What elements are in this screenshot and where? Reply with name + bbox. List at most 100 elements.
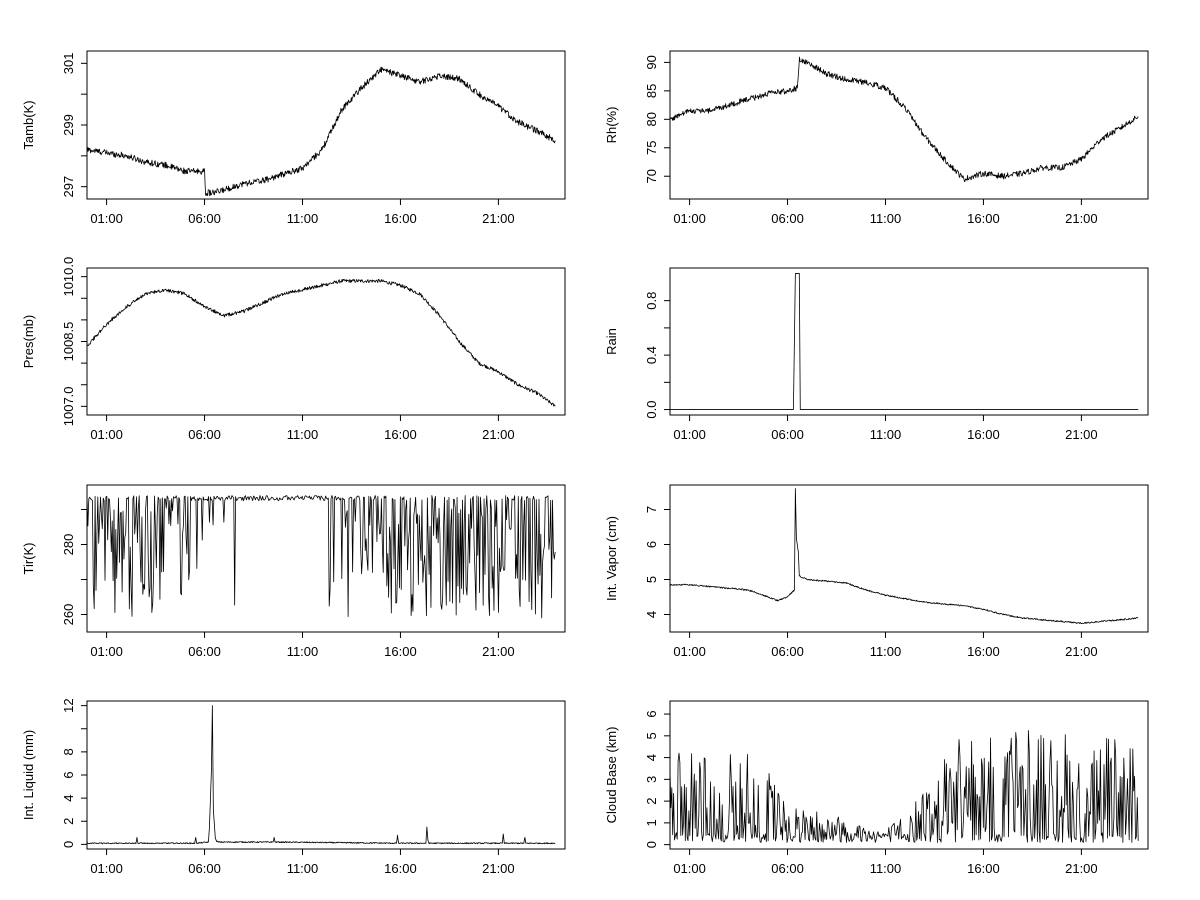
y-tick-label: 5 — [644, 576, 659, 583]
x-tick-label: 11:00 — [287, 427, 319, 442]
y-tick-label: 6 — [61, 771, 76, 778]
y-axis-label: Rain — [604, 328, 619, 355]
x-tick-label: 01:00 — [90, 427, 123, 442]
panel-3: 01:00 06:00 11:00 16:00 21:00 1007.0 1008.5 101… — [21, 257, 566, 442]
panel-1: 01:00 06:00 11:00 16:00 21:00 297 299 301 Tamb(K… — [21, 50, 566, 226]
x-tick-label: 16:00 — [384, 427, 417, 442]
x-tick-label: 06:00 — [188, 211, 221, 226]
x-tick-label: 01:00 — [90, 211, 123, 226]
x-tick-label: 11:00 — [870, 644, 902, 659]
series-line — [86, 278, 556, 407]
x-tick-label: 11:00 — [870, 861, 902, 876]
y-tick-label: 0 — [644, 841, 659, 848]
y-axis-label: Int. Liquid (mm) — [21, 730, 36, 820]
y-tick-label: 6 — [644, 541, 659, 548]
y-tick-label: 1010.0 — [61, 257, 76, 297]
plot-frame — [86, 50, 566, 200]
y-tick-label: 5 — [644, 732, 659, 739]
y-tick-label: 1007.0 — [61, 386, 76, 426]
panel-5: 01:00 06:00 11:00 16:00 21:00 260 280 Tir(K) — [21, 484, 566, 659]
series-line — [670, 273, 1139, 410]
x-tick-label: 06:00 — [188, 427, 221, 442]
panel-7: 01:00 06:00 11:00 16:00 21:00 0 2 4 6 8 12 Int. Liq… — [21, 698, 566, 876]
x-tick-label: 11:00 — [287, 644, 319, 659]
y-tick-label: 70 — [644, 169, 659, 183]
y-axis-label: Pres(mb) — [21, 315, 36, 368]
y-tick-label: 260 — [61, 604, 76, 626]
x-tick-label: 01:00 — [90, 644, 123, 659]
y-tick-label: 0.4 — [644, 346, 659, 364]
x-tick-label: 21:00 — [482, 644, 515, 659]
y-tick-label: 8 — [61, 748, 76, 755]
y-tick-label: 75 — [644, 141, 659, 155]
y-tick-label: 3 — [644, 776, 659, 783]
y-tick-label: 0.0 — [644, 401, 659, 419]
y-tick-label: 1008.5 — [61, 322, 76, 362]
x-tick-label: 16:00 — [384, 211, 417, 226]
x-tick-label: 06:00 — [188, 861, 221, 876]
x-tick-label: 21:00 — [482, 211, 515, 226]
y-tick-label: 0.8 — [644, 292, 659, 310]
y-axis-label: Tir(K) — [21, 542, 36, 574]
x-tick-label: 01:00 — [673, 861, 706, 876]
y-tick-label: 12 — [61, 698, 76, 712]
y-tick-label: 299 — [61, 114, 76, 136]
x-tick-label: 21:00 — [1065, 427, 1098, 442]
x-tick-label: 06:00 — [771, 861, 804, 876]
x-tick-label: 16:00 — [967, 211, 1000, 226]
panel-4: 01:00 06:00 11:00 16:00 21:00 0.0 0.4 0.8 Rain — [604, 267, 1149, 442]
x-tick-label: 16:00 — [967, 427, 1000, 442]
y-tick-label: 90 — [644, 55, 659, 69]
y-tick-label: 7 — [644, 506, 659, 513]
y-tick-label: 85 — [644, 84, 659, 98]
x-tick-label: 16:00 — [967, 861, 1000, 876]
y-tick-label: 80 — [644, 112, 659, 126]
x-tick-label: 01:00 — [673, 644, 706, 659]
y-tick-label: 1 — [644, 819, 659, 826]
plot-frame — [86, 484, 566, 633]
y-tick-label: 0 — [61, 841, 76, 848]
x-tick-label: 01:00 — [673, 427, 706, 442]
x-tick-label: 11:00 — [870, 427, 902, 442]
x-tick-label: 11:00 — [870, 211, 902, 226]
x-tick-label: 11:00 — [287, 211, 319, 226]
series-line — [86, 705, 556, 845]
x-tick-label: 21:00 — [1065, 211, 1098, 226]
y-axis-label: Tamb(K) — [21, 100, 36, 149]
x-tick-label: 06:00 — [771, 211, 804, 226]
series-line — [669, 56, 1139, 182]
x-tick-label: 16:00 — [384, 861, 417, 876]
y-tick-label: 2 — [644, 798, 659, 805]
x-tick-label: 01:00 — [673, 211, 706, 226]
y-tick-label: 6 — [644, 710, 659, 717]
y-axis-label: Int. Vapor (cm) — [604, 516, 619, 601]
plot-frame — [669, 267, 1149, 416]
y-axis-label: Rh(%) — [604, 107, 619, 144]
y-tick-label: 297 — [61, 176, 76, 198]
x-tick-label: 21:00 — [482, 861, 515, 876]
x-tick-label: 06:00 — [771, 427, 804, 442]
y-tick-label: 4 — [644, 611, 659, 618]
panel-8: 01:00 06:00 11:00 16:00 21:00 0 1 2 3 4 5 6 Cloud Ba… — [604, 700, 1149, 876]
series-line — [86, 66, 556, 197]
y-axis-label: Cloud Base (km) — [604, 727, 619, 824]
x-tick-label: 06:00 — [188, 644, 221, 659]
panel-6: 01:00 06:00 11:00 16:00 21:00 4 5 6 7 Int. Vapor … — [604, 484, 1149, 659]
x-tick-label: 16:00 — [384, 644, 417, 659]
panel-2: 01:00 06:00 11:00 16:00 21:00 70 75 80 85 90 Rh(%) — [604, 50, 1149, 226]
plot-frame — [86, 700, 566, 850]
x-tick-label: 11:00 — [287, 861, 319, 876]
plot-frame — [669, 50, 1149, 200]
x-tick-label: 21:00 — [482, 427, 515, 442]
series-line — [669, 730, 1139, 843]
y-tick-label: 280 — [61, 534, 76, 556]
y-tick-label: 4 — [61, 795, 76, 802]
y-tick-label: 2 — [61, 818, 76, 825]
y-tick-label: 4 — [644, 754, 659, 761]
series-line — [86, 495, 556, 619]
x-tick-label: 21:00 — [1065, 861, 1098, 876]
series-line — [669, 488, 1139, 625]
x-tick-label: 06:00 — [771, 644, 804, 659]
x-tick-label: 01:00 — [90, 861, 123, 876]
